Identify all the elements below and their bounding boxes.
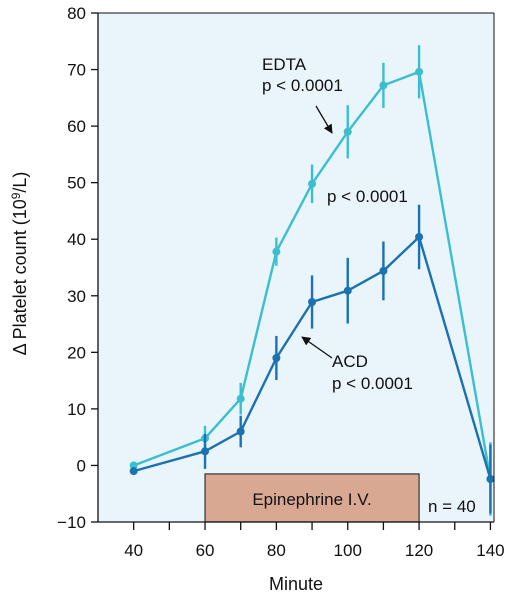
y-tick-label: 70 [67, 61, 86, 80]
acd-point [486, 475, 495, 484]
y-tick-label: −10 [57, 513, 86, 532]
x-axis-label: Minute [269, 574, 323, 594]
sample-size-label: n = 40 [428, 497, 476, 516]
edta-point [236, 394, 245, 403]
acd-arrow [301, 336, 333, 359]
acd-point [343, 286, 352, 295]
acd-point [272, 353, 281, 362]
x-tick-label: 100 [334, 541, 362, 560]
middle-p-value: p < 0.0001 [327, 187, 408, 206]
acd-point [201, 447, 210, 456]
y-axis-label-sup: 9 [9, 192, 23, 199]
acd-point [129, 467, 138, 476]
acd-point [415, 232, 424, 241]
y-tick-label: 60 [67, 117, 86, 136]
edta-point [272, 247, 281, 256]
y-tick-label: 10 [67, 400, 86, 419]
edta-p-value: p < 0.0001 [262, 76, 343, 95]
acd-point [379, 266, 388, 275]
edta-point [343, 127, 352, 136]
x-tick-label: 60 [196, 541, 215, 560]
x-tick-label: 80 [267, 541, 286, 560]
plot-area: −10 0 10 20 30 40 50 60 70 80 40 60 80 100 120 140 [57, 4, 504, 560]
y-tick-label: 80 [67, 4, 86, 23]
chart-text: Minute Δ Platelet count (109/L) EDTA p <… [9, 55, 476, 594]
x-tick-label: 120 [405, 541, 433, 560]
acd-point [308, 297, 317, 306]
y-tick-label: 50 [67, 174, 86, 193]
epinephrine-bar [204, 473, 420, 523]
y-tick-label: 0 [77, 456, 86, 475]
edta-point [379, 81, 388, 90]
edta-point [308, 179, 317, 188]
y-tick-label: 30 [67, 287, 86, 306]
acd-p-value: p < 0.0001 [332, 374, 413, 393]
y-tick-label: 20 [67, 343, 86, 362]
acd-point [236, 427, 245, 436]
y-axis-label: Δ Platelet count (109/L) [9, 172, 30, 356]
edta-arrow [315, 105, 333, 134]
x-tick-label: 40 [124, 541, 143, 560]
edta-point [129, 461, 138, 470]
edta-point [415, 67, 424, 76]
epinephrine-bar-label: Epinephrine I.V. [252, 490, 371, 509]
acd-label: ACD [332, 352, 368, 371]
y-tick-label: 40 [67, 230, 86, 249]
y-axis-label-main: Δ Platelet count (10 [10, 199, 30, 355]
edta-label: EDTA [262, 55, 307, 74]
y-axis-label-end: /L) [10, 172, 30, 193]
x-tick-label: 140 [476, 541, 504, 560]
